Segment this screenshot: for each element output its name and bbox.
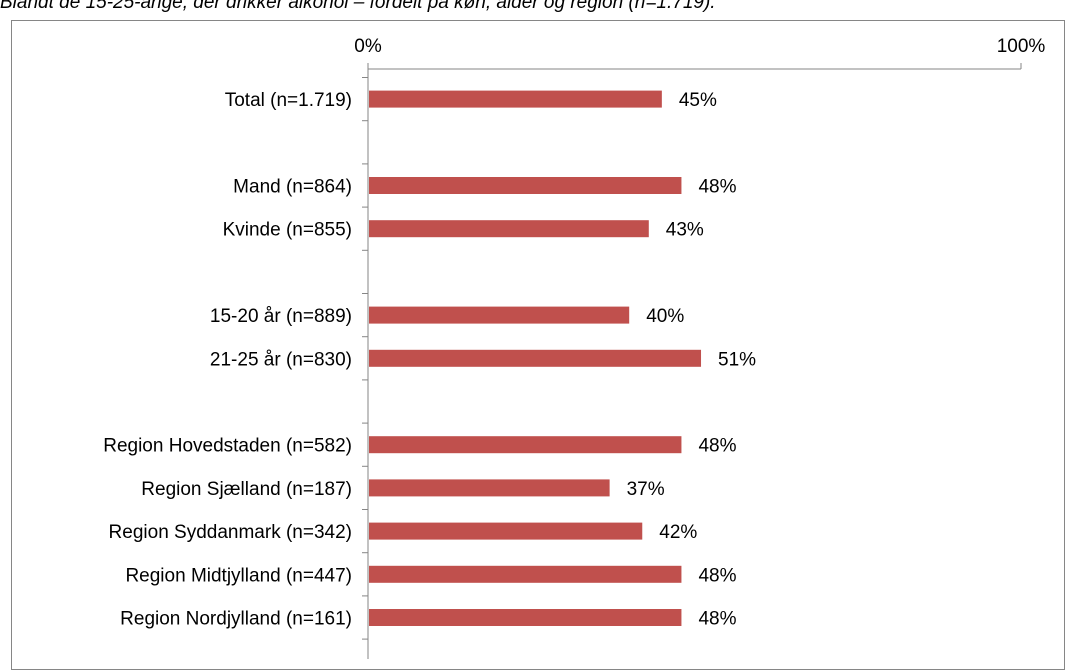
bar — [369, 306, 630, 324]
bar — [369, 609, 682, 626]
bar — [369, 349, 702, 367]
category-label: Kvinde (n=855) — [223, 220, 352, 241]
chart-caption: Blandt de 15-25-årige, der drikker alkoh… — [0, 0, 716, 13]
bar — [369, 90, 662, 108]
data-label: 48% — [698, 609, 736, 630]
data-label: 45% — [679, 90, 717, 111]
category-label: Mand (n=864) — [233, 177, 352, 198]
chart-area: 0% 100% Total (n=1.719) 45% Mand (n=864) 48% K… — [11, 20, 1065, 670]
data-label: 51% — [718, 349, 756, 370]
bar — [369, 177, 682, 194]
bar — [369, 220, 649, 238]
bar-chart: 0% 100% Total (n=1.719) 45% Mand (n=864) 48% K… — [103, 36, 1046, 659]
category-label: 21-25 år (n=830) — [210, 349, 352, 370]
category-label: Region Sjælland (n=187) — [141, 479, 352, 500]
bar — [369, 565, 682, 583]
bar — [369, 479, 610, 497]
data-label: 40% — [646, 306, 684, 327]
data-label: 43% — [666, 220, 704, 241]
data-label: 48% — [698, 565, 736, 586]
x-tick-label: 0% — [354, 36, 382, 57]
data-label: 48% — [698, 436, 736, 457]
category-label: Region Syddanmark (n=342) — [109, 522, 352, 543]
x-tick-label: 100% — [997, 36, 1046, 57]
category-label: 15-20 år (n=889) — [210, 306, 352, 327]
category-label: Region Hovedstaden (n=582) — [103, 436, 352, 457]
data-label: 42% — [659, 522, 697, 543]
bar — [369, 522, 643, 540]
bar — [369, 436, 682, 454]
data-label: 37% — [627, 479, 665, 500]
category-label: Region Nordjylland (n=161) — [120, 609, 352, 630]
category-label: Region Midtjylland (n=447) — [125, 565, 352, 586]
category-label: Total (n=1.719) — [225, 90, 352, 111]
data-label: 48% — [698, 177, 736, 198]
